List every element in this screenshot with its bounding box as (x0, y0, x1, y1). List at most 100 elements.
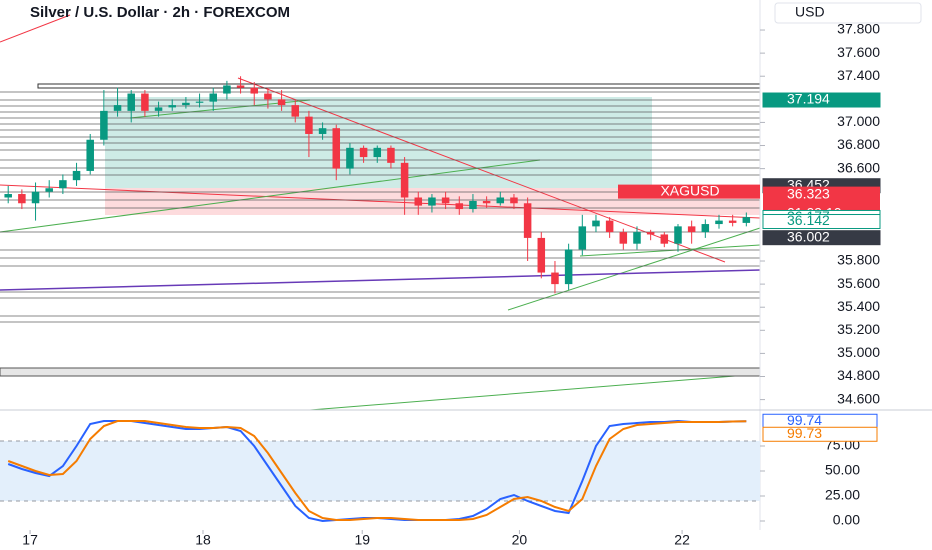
y-tick-label: 36.600 (837, 159, 880, 175)
trend-line (0, 269, 761, 291)
candle-body (182, 102, 190, 106)
candle-body (45, 188, 53, 192)
candle-body (209, 93, 217, 102)
y-tick-label: 35.800 (837, 252, 880, 268)
candle-body (264, 93, 272, 100)
candle-body (373, 147, 382, 158)
candle-body (127, 93, 135, 111)
y-tick-label: 35.400 (837, 298, 880, 314)
candle-body (277, 99, 286, 106)
candle-body (113, 105, 122, 111)
x-tick-label: 17 (22, 532, 38, 548)
candle-body (455, 203, 464, 210)
candle-body (441, 197, 450, 204)
candle-body (72, 170, 81, 181)
candle-body (482, 200, 491, 204)
candle-body (141, 93, 149, 111)
trend-line (237, 77, 726, 263)
y-tick-label: 35.600 (837, 275, 880, 291)
candle-body (564, 249, 573, 285)
y-tick-label: 25.00 (825, 487, 860, 503)
candle-body (400, 162, 409, 198)
candle-body (715, 220, 723, 225)
value-label: 99.73 (787, 425, 822, 441)
candle-body (428, 197, 436, 206)
y-tick-label: 35.200 (837, 321, 880, 337)
candle-body (687, 226, 696, 233)
candle-body (551, 272, 559, 285)
candle-body (742, 217, 751, 223)
x-tick-label: 22 (674, 532, 690, 548)
y-tick-label: 34.800 (837, 367, 880, 383)
candle-body (154, 107, 163, 111)
candle-body (523, 203, 532, 238)
candle-body (496, 197, 505, 204)
candle-body (660, 234, 669, 244)
candle-body (537, 237, 546, 273)
candle-body (592, 220, 600, 227)
price-tag (762, 230, 881, 246)
candle-body (223, 85, 231, 94)
trend-line (309, 373, 761, 411)
trend-line (507, 227, 761, 311)
candle-body (305, 116, 313, 134)
y-tick-label: 37.800 (837, 21, 880, 37)
symbol: XAGUSD (660, 182, 719, 198)
candle-body (250, 87, 259, 94)
candle-body (236, 85, 245, 88)
candle-body (510, 197, 518, 204)
candle-body (291, 105, 300, 117)
trend-line (0, 159, 541, 233)
price-label: 36.002 (787, 228, 830, 244)
y-tick-label: 36.800 (837, 136, 880, 152)
candle-body (168, 105, 176, 108)
candle-body (469, 200, 477, 210)
price-label: 36.323 (787, 185, 830, 201)
candle-body (346, 147, 354, 169)
price-label: 37.194 (787, 91, 830, 107)
candle-body (318, 128, 327, 134)
symbol-tag (618, 184, 760, 199)
candle-body (619, 232, 628, 244)
x-tick-label: 18 (195, 532, 211, 548)
y-tick-label: 37.000 (837, 113, 880, 129)
candle-body (646, 232, 655, 235)
trend-line (0, 184, 761, 219)
x-tick-label: 20 (512, 532, 528, 548)
candle-body (100, 110, 108, 140)
candle-body (332, 128, 341, 169)
value-tag (762, 426, 878, 442)
candle-body (701, 224, 710, 233)
currency-box[interactable] (774, 2, 922, 24)
candle-body (4, 194, 12, 198)
candle-body (605, 220, 614, 233)
candle-body (728, 220, 737, 223)
x-tick-label: 19 (354, 532, 370, 548)
candle-body (195, 101, 204, 103)
candle-body (578, 226, 587, 250)
candle-body (359, 147, 368, 158)
candle-body (633, 232, 641, 244)
level-box (0, 367, 761, 377)
price-label: 36.142 (787, 212, 830, 228)
candle-body (18, 194, 26, 204)
candle-body (59, 180, 67, 189)
candle-body (31, 191, 40, 204)
chart-title: Silver / U.S. Dollar · 2h · FOREXCOM (30, 4, 290, 21)
trend-line (0, 14, 71, 43)
candle-body (86, 139, 94, 171)
candle-body (414, 197, 423, 206)
y-tick-label: 0.00 (833, 512, 860, 528)
currency: USD (795, 4, 825, 20)
price-tag (762, 92, 881, 108)
drawings (0, 14, 761, 411)
y-tick-label: 35.000 (837, 344, 880, 360)
stoch-line (7, 420, 747, 521)
stoch-band (0, 441, 760, 501)
value-label: 99.74 (787, 412, 822, 428)
candle-body (674, 226, 682, 244)
y-tick-label: 34.600 (837, 390, 880, 406)
y-tick-label: 37.400 (837, 67, 880, 83)
price-tag (762, 214, 881, 230)
